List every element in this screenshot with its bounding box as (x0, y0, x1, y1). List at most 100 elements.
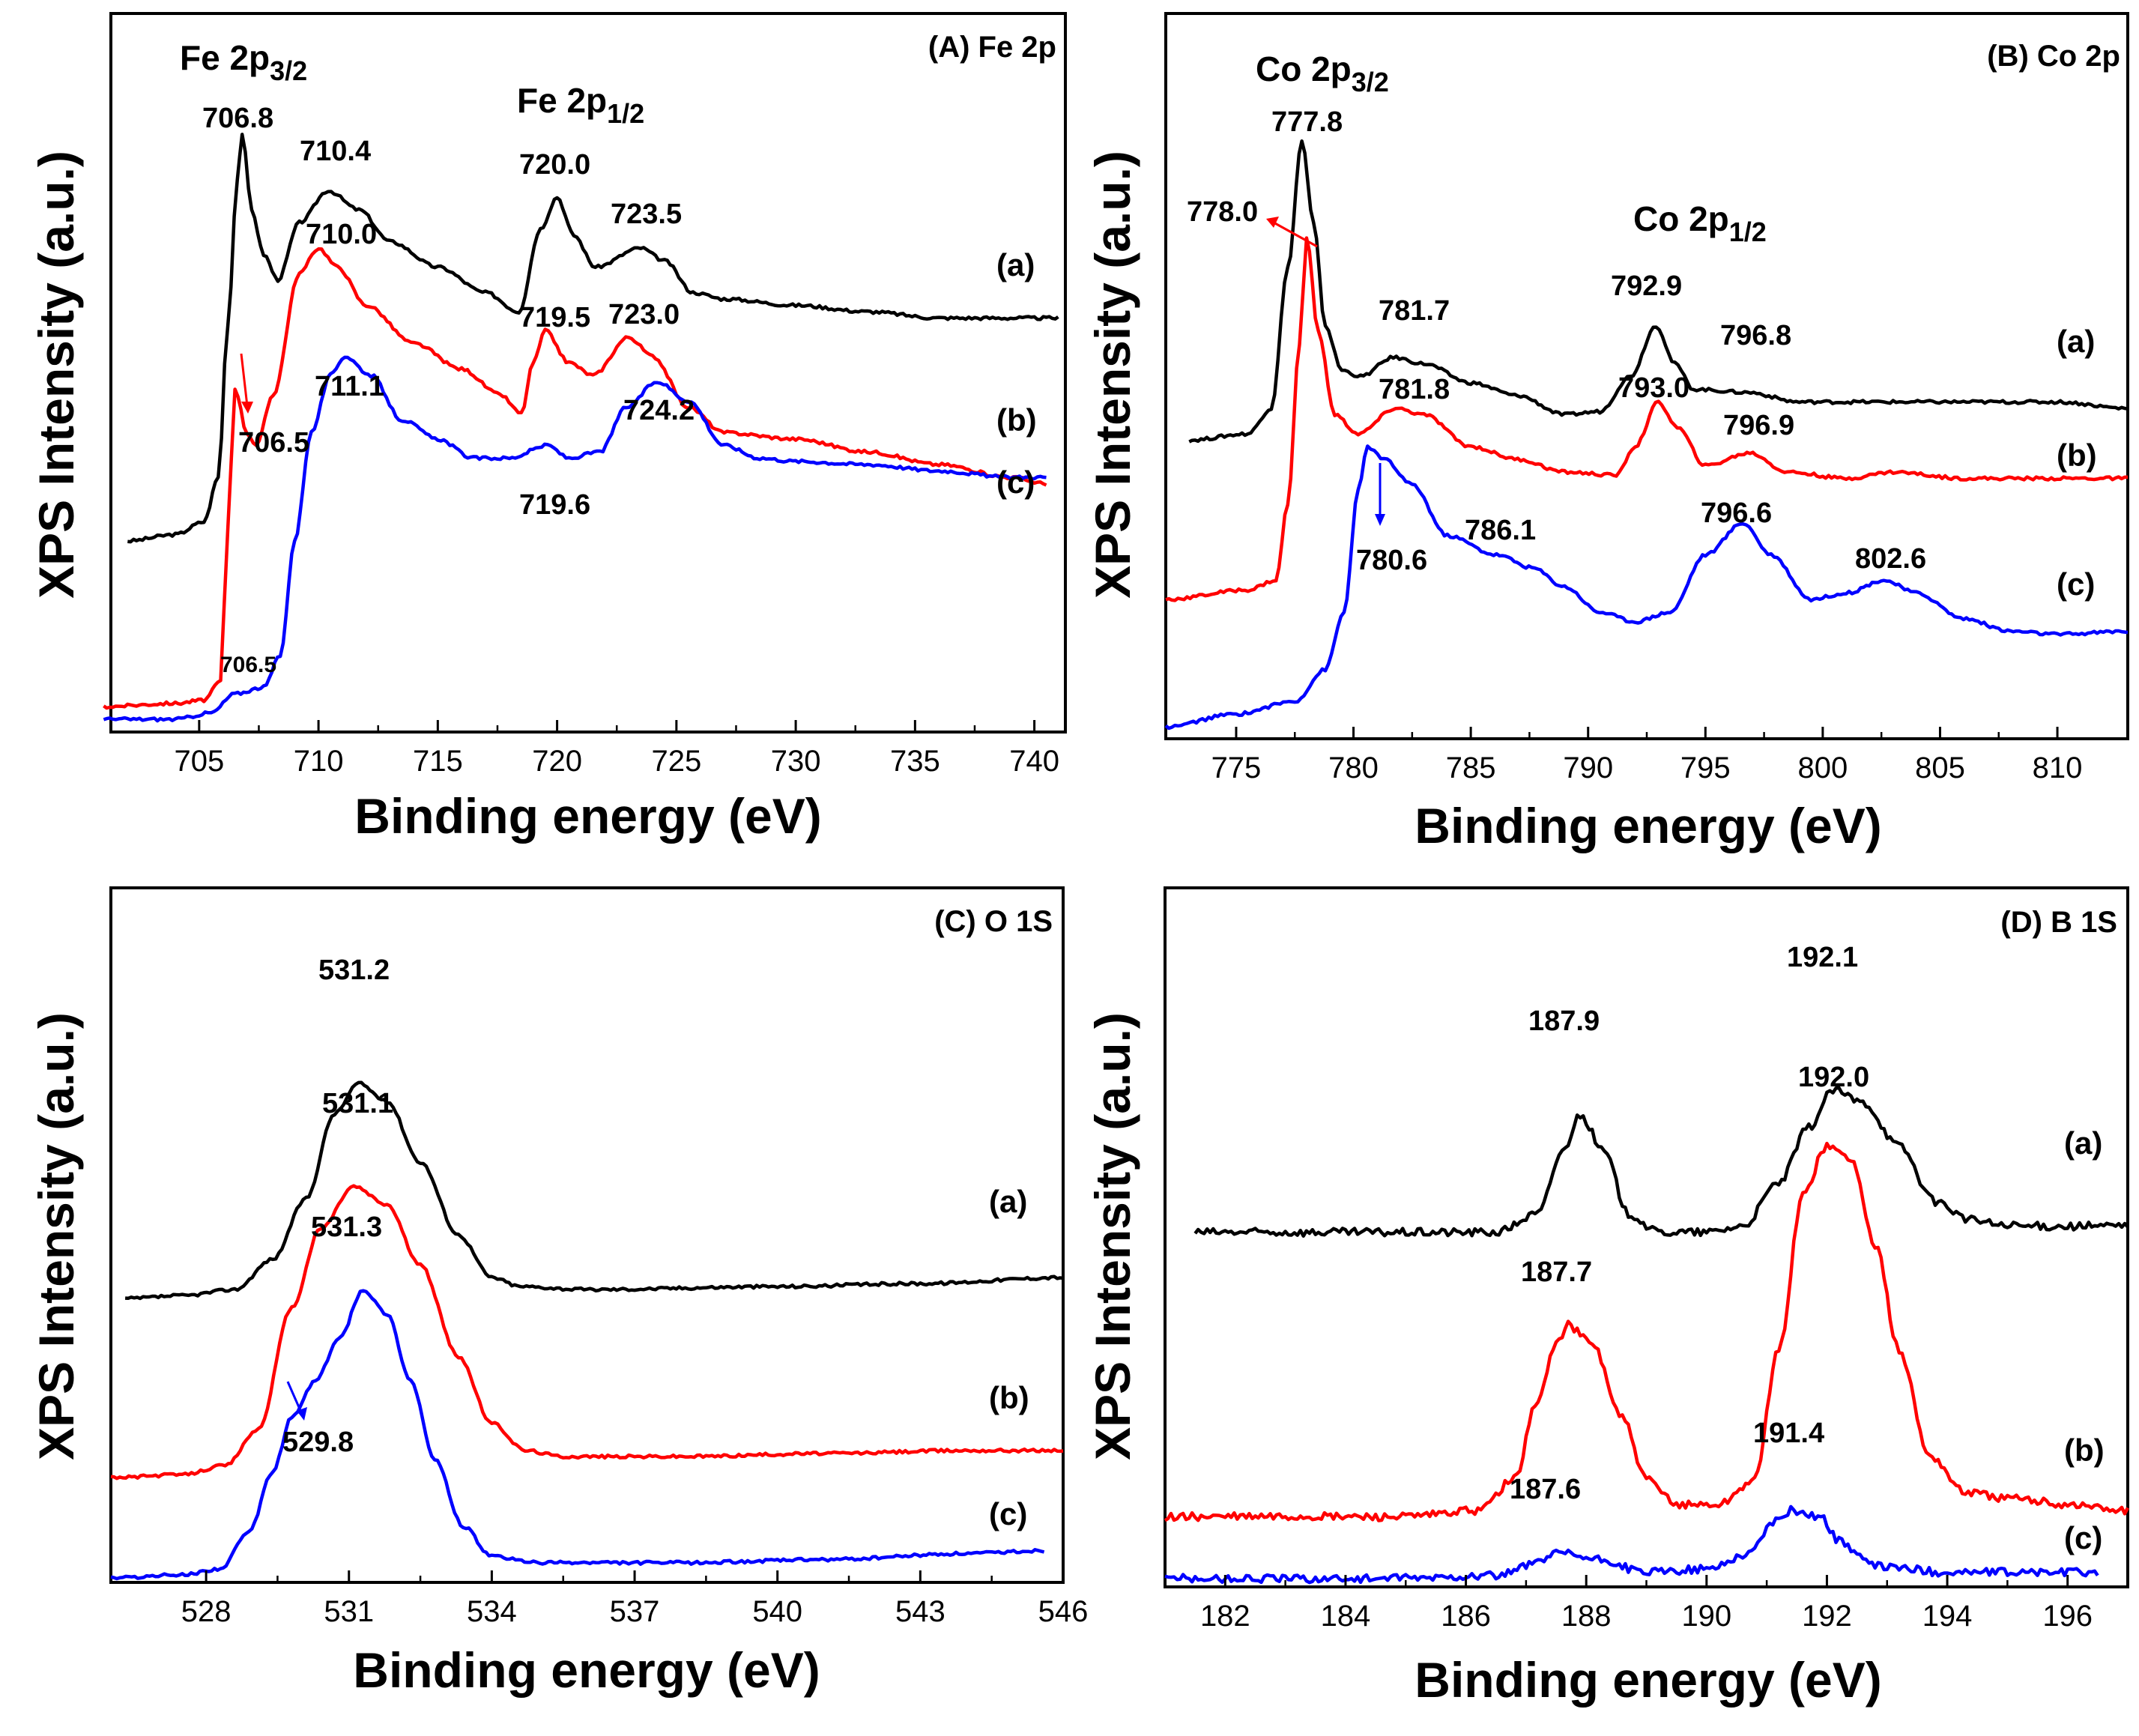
shift-arrow-head (1375, 514, 1385, 526)
panel-title: (B) Co 2p (1987, 40, 2120, 73)
curve-tag: (c) (2064, 1520, 2102, 1555)
y-axis-label: XPS Intensity (a.u.) (28, 1012, 84, 1460)
x-tick-label: 810 (2033, 751, 2083, 784)
x-tick-label: 184 (1321, 1600, 1371, 1633)
x-ticks: 182 184 186 188 190 192 194 196 (1200, 1575, 2093, 1633)
peak-label-text: Co 2p (1633, 199, 1729, 238)
x-tick-label: 537 (610, 1595, 660, 1628)
annotation: 781.8 (1379, 374, 1450, 405)
x-tick-label: 785 (1446, 751, 1496, 784)
curve-tag: (c) (989, 1496, 1027, 1531)
annotation: 778.0 (1187, 196, 1258, 228)
annotation: 796.6 (1701, 497, 1772, 529)
annotation: 777.8 (1271, 106, 1343, 138)
annotation: 531.1 (322, 1088, 393, 1119)
x-tick-label: 540 (752, 1595, 802, 1628)
annotation: 723.5 (611, 199, 682, 230)
x-ticks: 775 780 785 790 795 800 805 810 (1211, 727, 2083, 784)
y-axis-label: XPS Intensity (a.u.) (28, 151, 84, 599)
annotation: 187.6 (1510, 1474, 1581, 1505)
annotation: 781.7 (1379, 295, 1450, 327)
x-tick-label: 795 (1680, 751, 1731, 784)
panel-title: (C) O 1S (934, 905, 1053, 938)
x-axis-label: Binding energy (eV) (1415, 798, 1881, 853)
annotation: 706.5 (220, 653, 276, 677)
shift-arrow (286, 1381, 303, 1413)
x-tick-label: 192 (1802, 1600, 1852, 1633)
annotation: 723.0 (608, 299, 680, 330)
series-line-a (127, 133, 1059, 544)
y-axis-label: XPS Intensity (a.u.) (1085, 151, 1140, 599)
series-line-c (1164, 1504, 2099, 1585)
x-tick-label: 740 (1009, 745, 1059, 778)
x-tick-label: 528 (181, 1595, 232, 1628)
curve-tag: (b) (2064, 1433, 2105, 1468)
x-tick-label: 800 (1798, 751, 1848, 784)
shift-arrow-head (241, 402, 253, 414)
x-tick-label: 190 (1681, 1600, 1731, 1633)
x-tick-label: 710 (294, 745, 344, 778)
series-line-c (103, 355, 1047, 723)
annotation: 192.1 (1787, 942, 1858, 973)
peak-label-subscript: 1/2 (607, 98, 644, 129)
annotation: 529.8 (282, 1427, 354, 1458)
series-line-a (1188, 139, 2129, 444)
curve-tag: (a) (996, 247, 1035, 282)
annotation: 724.2 (623, 395, 695, 426)
x-ticks: 705 710 715 720 725 730 735 740 (174, 720, 1059, 778)
plot-frame (109, 886, 1065, 1584)
x-tick-label: 775 (1211, 751, 1262, 784)
annotation: 719.6 (519, 489, 590, 521)
series-line-b (103, 247, 1047, 710)
annotation: 531.3 (311, 1212, 382, 1243)
x-tick-label: 194 (1922, 1600, 1973, 1633)
x-tick-label: 182 (1200, 1600, 1250, 1633)
shift-arrow-head (297, 1407, 307, 1421)
curves (103, 133, 1059, 723)
x-tick-label: 720 (532, 745, 582, 778)
annotation: 531.2 (318, 955, 390, 986)
annotation: 187.7 (1521, 1256, 1592, 1288)
series-line-b (110, 1184, 1064, 1481)
annotation: 710.4 (300, 136, 371, 167)
x-tick-label: 546 (1038, 1595, 1089, 1628)
curve-tag: (c) (2057, 566, 2095, 602)
curve-tag: (a) (989, 1184, 1027, 1219)
x-tick-label: 805 (1915, 751, 1965, 784)
annotation: 792.9 (1611, 270, 1682, 302)
x-tick-label: 705 (174, 745, 224, 778)
peak-label-text: Fe 2p (517, 81, 607, 120)
peak-label-subscript: 3/2 (1352, 67, 1389, 97)
annotation: 711.1 (315, 371, 384, 402)
annotation: 191.4 (1753, 1418, 1824, 1449)
curves (1164, 1086, 2130, 1585)
x-tick-label: 534 (467, 1595, 517, 1628)
x-tick-label: 188 (1561, 1600, 1612, 1633)
panel-fe-2p: 705 710 715 720 725 730 735 740 XPS Intensity (… (28, 12, 1067, 844)
annotation: 793.0 (1618, 372, 1689, 404)
curve-tag: (b) (996, 402, 1037, 438)
panel-o-1s: 528 531 534 537 540 543 546 XPS Intensity (a.u… (28, 886, 1089, 1698)
panel-co-2p: 775 780 785 790 795 800 805 810 XPS Intensity (… (1085, 12, 2129, 853)
curve-tag: (a) (2064, 1125, 2102, 1161)
x-tick-label: 725 (651, 745, 701, 778)
peak-label-co-2p1-2: Co 2p1/2 (1633, 199, 1767, 247)
annotation: 706.5 (238, 427, 309, 459)
shift-arrow-head (1266, 217, 1279, 228)
x-tick-label: 735 (890, 745, 940, 778)
curve-tag: (c) (996, 465, 1035, 500)
panel-title: (D) B 1S (2000, 906, 2117, 939)
annotation: 786.1 (1465, 515, 1536, 546)
peak-label-subscript: 3/2 (270, 55, 307, 86)
annotation: 720.0 (519, 149, 590, 181)
annotation: 706.8 (202, 103, 273, 134)
shift-arrow (240, 353, 249, 407)
peak-label-text: Co 2p (1256, 49, 1352, 88)
x-axis-label: Binding energy (eV) (1415, 1652, 1881, 1708)
annotation: 796.8 (1720, 320, 1791, 351)
x-ticks: 528 531 534 537 540 543 546 (181, 1570, 1089, 1628)
annotation: 187.9 (1528, 1005, 1600, 1037)
peak-label-text: Fe 2p (180, 38, 270, 77)
series-line-b (1165, 236, 2129, 602)
